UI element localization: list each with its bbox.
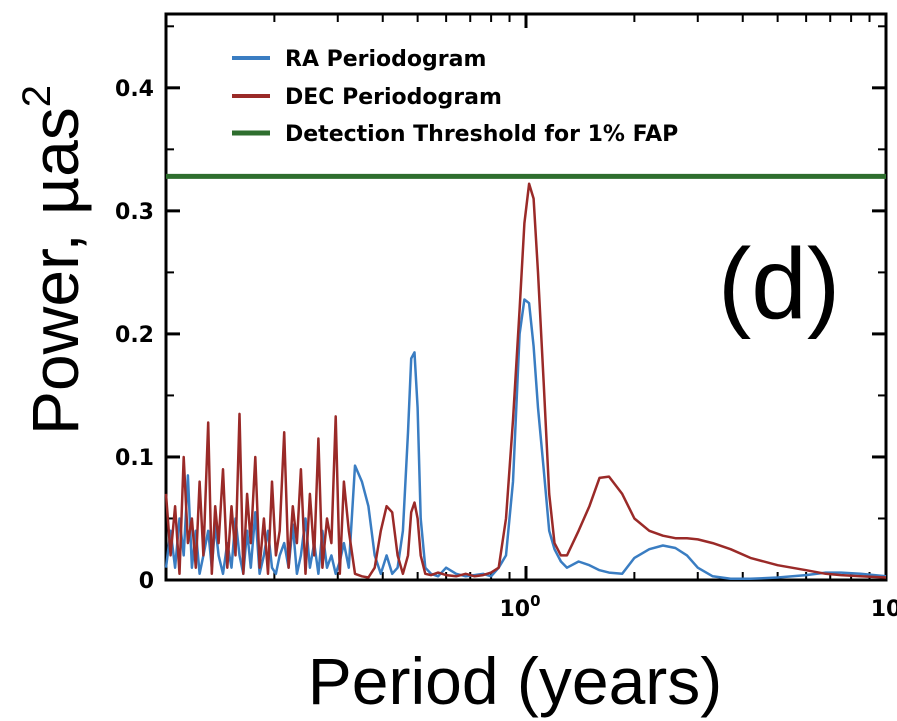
legend-label-ra: RA Periodogram xyxy=(285,47,486,72)
legend-label-dec: DEC Periodogram xyxy=(285,85,502,110)
y-axis-label: Power, µas xyxy=(18,107,92,435)
tick-labels: 0 0.1 0.2 0.3 0.4 100 10 xyxy=(115,77,897,622)
y-axis-title: Power, µas2 xyxy=(15,85,92,435)
axis-ticks xyxy=(166,14,888,582)
y-tick-label: 0.4 xyxy=(115,77,154,102)
y-axis-label-superscript: 2 xyxy=(15,85,59,107)
x-tick-label-superscript: 0 xyxy=(530,592,540,610)
series-line-dec xyxy=(164,182,887,579)
x-tick-label: 10 xyxy=(871,597,897,622)
legend: RA Periodogram DEC Periodogram Detection… xyxy=(232,47,678,147)
series-layer xyxy=(164,173,887,581)
panel-label: (d) xyxy=(718,228,840,340)
legend-label-threshold: Detection Threshold for 1% FAP xyxy=(285,122,678,147)
y-tick-label: 0.2 xyxy=(115,323,154,348)
x-tick-label: 100 xyxy=(499,592,540,622)
x-axis-label: Period (years) xyxy=(308,644,722,718)
y-tick-label: 0.3 xyxy=(115,200,154,225)
y-tick-label: 0.1 xyxy=(115,446,154,471)
y-tick-label: 0 xyxy=(139,569,154,594)
svg-text:Power, µas2: Power, µas2 xyxy=(15,85,92,435)
